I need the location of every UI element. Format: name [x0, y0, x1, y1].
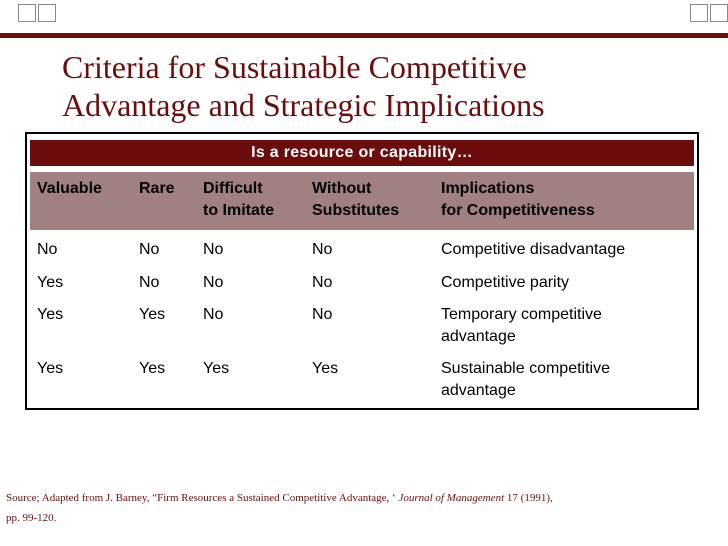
- square-decoration: [690, 4, 708, 22]
- row2-rare: No: [139, 274, 160, 291]
- header-implications: Implications for Competitiveness: [441, 180, 595, 219]
- row3-without: No: [312, 306, 333, 323]
- row4-without: Yes: [312, 360, 339, 377]
- row3-valuable: Yes: [37, 306, 64, 323]
- header-difficult-to-imitate: Difficult to Imitate: [203, 180, 275, 219]
- row2-difficult: No: [203, 274, 224, 291]
- row1-implications: Competitive disadvantage: [441, 241, 626, 258]
- row3-implications: Temporary competitive advantage: [441, 306, 602, 345]
- row4-difficult: Yes: [203, 360, 230, 377]
- row1-difficult: No: [203, 241, 224, 258]
- square-decoration: [710, 4, 728, 22]
- table-header-row: [30, 172, 694, 230]
- header-rare: Rare: [139, 180, 175, 197]
- source-suffix: 17 (1991), pp. 99-120.: [6, 492, 553, 524]
- row4-implications: Sustainable competitive advantage: [441, 360, 610, 399]
- top-rule: [0, 33, 728, 38]
- row1-without: No: [312, 241, 333, 258]
- row2-implications: Competitive parity: [441, 274, 570, 291]
- table-banner: Is a resource or capability…: [30, 140, 694, 166]
- row1-rare: No: [139, 241, 160, 258]
- top-band: [0, 0, 728, 33]
- title-line-1: Criteria for Sustainable Competitive: [62, 49, 527, 85]
- row2-without: No: [312, 274, 333, 291]
- row3-rare: Yes: [139, 306, 166, 323]
- row4-valuable: Yes: [37, 360, 64, 377]
- title-line-2: Advantage and Strategic Implications: [62, 87, 545, 123]
- source-journal: Journal of Management: [398, 492, 505, 504]
- header-without-substitutes: Without Substitutes: [312, 180, 400, 219]
- square-decoration: [38, 4, 56, 22]
- row4-rare: Yes: [139, 360, 166, 377]
- row1-valuable: No: [37, 241, 58, 258]
- source-citation: Source; Adapted from J. Barney, “Firm Re…: [6, 488, 566, 528]
- decorative-top-bar: [0, 0, 728, 42]
- header-valuable: Valuable: [37, 180, 102, 197]
- source-prefix: Source; Adapted from J. Barney, “Firm Re…: [6, 492, 399, 504]
- square-decoration: [18, 4, 36, 22]
- slide-title: Criteria for Sustainable Competitive Adv…: [62, 48, 702, 124]
- row3-difficult: No: [203, 306, 224, 323]
- row2-valuable: Yes: [37, 274, 64, 291]
